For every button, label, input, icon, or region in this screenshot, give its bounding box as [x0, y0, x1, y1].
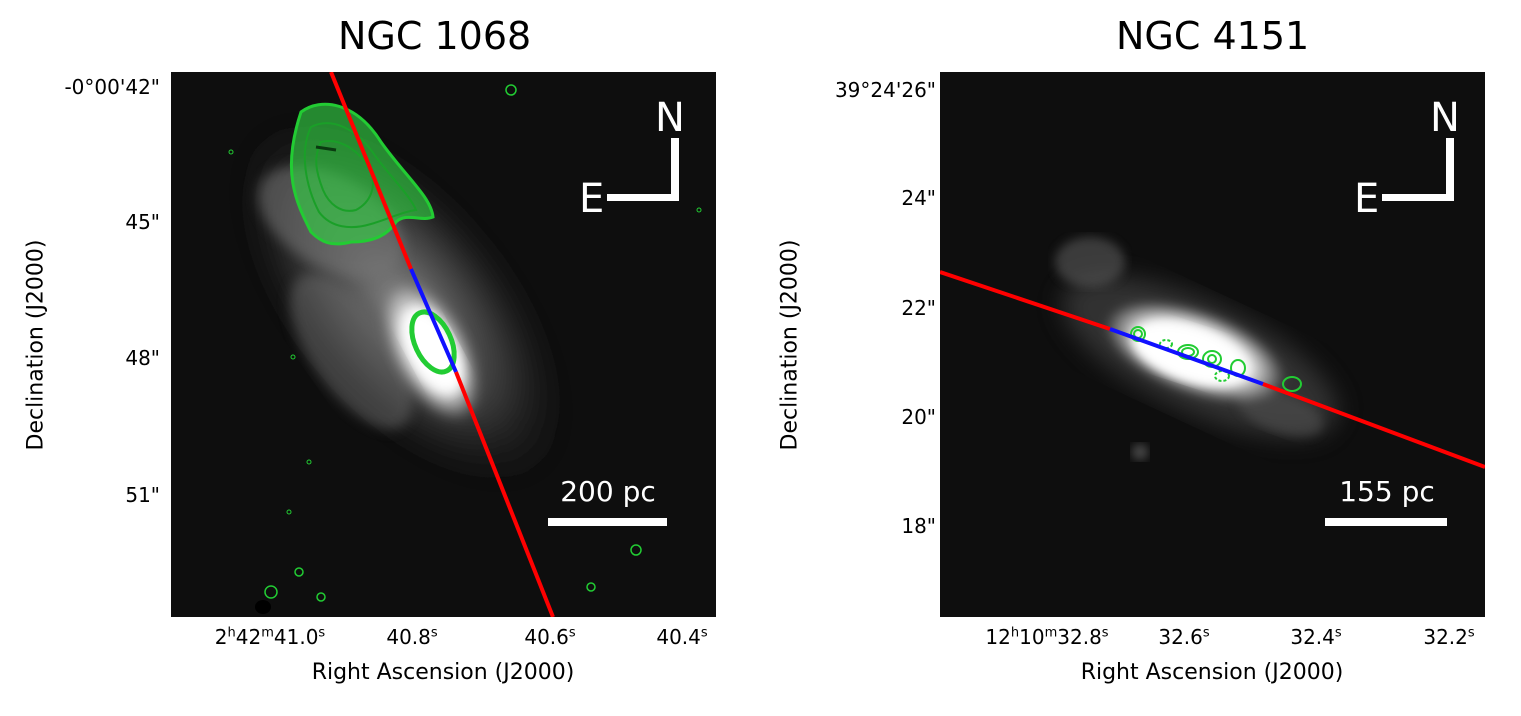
compass-east-arm [1382, 194, 1454, 201]
slit-line-red-east [1262, 382, 1485, 469]
y-tick-label: 51" [125, 483, 160, 507]
scale-bar [548, 518, 667, 526]
panel-title: NGC 4151 [1116, 14, 1310, 58]
slit-line-blue [409, 268, 458, 373]
y-tick-label: 22" [901, 296, 936, 320]
dark-blob [255, 600, 271, 614]
galaxy-image [228, 72, 702, 617]
x-tick-label: 32.2s [1423, 625, 1475, 649]
x-tick-label: 40.8s [386, 625, 438, 649]
y-tick-label: 39°24'26" [834, 78, 936, 102]
x-tick-label: 32.4s [1290, 625, 1342, 649]
scale-bar-label: 155 pc [1339, 475, 1435, 508]
x-tick-label: 12h10m32.8s [985, 625, 1109, 649]
compass-east-label: E [579, 176, 605, 222]
image-frame: N E 200 pc [171, 72, 716, 617]
x-tick-label: 40.4s [656, 625, 708, 649]
compass-north-arm [1446, 138, 1454, 200]
panel-ngc1068: NGC 1068 [0, 0, 760, 716]
slit-line-red-south [454, 371, 555, 617]
y-tick-label: 45" [125, 210, 160, 234]
image-frame: N E 155 pc [940, 72, 1485, 617]
x-tick-label: 40.6s [524, 625, 576, 649]
y-axis-label: Declination (J2000) [777, 239, 803, 451]
scale-bar [1325, 518, 1447, 526]
y-tick-label: -0°00'42" [64, 75, 160, 99]
compass-east-arm [607, 194, 679, 201]
galaxy-image [940, 237, 1485, 469]
y-tick-label: 20" [901, 405, 936, 429]
scale-bar-label: 200 pc [560, 475, 656, 508]
y-axis-label: Declination (J2000) [23, 239, 49, 451]
x-tick-label: 2h42m41.0s [214, 625, 326, 649]
panel-title: NGC 1068 [338, 14, 532, 58]
x-tick-label: 32.6s [1158, 625, 1210, 649]
radio-contours [228, 84, 702, 602]
compass-north-label: N [655, 95, 685, 141]
panel-ngc4151: NGC 4151 [760, 0, 1521, 716]
compass-east-label: E [1354, 176, 1380, 222]
y-tick-label: 48" [125, 346, 160, 370]
y-tick-label: 24" [901, 186, 936, 210]
x-axis-label: Right Ascension (J2000) [311, 660, 575, 685]
y-tick-label: 18" [901, 514, 936, 538]
slit-line-red-north [329, 72, 413, 270]
slit-line-blue [1109, 327, 1264, 386]
slit-line-red-west [940, 270, 1111, 331]
compass-north-arm [671, 138, 679, 200]
x-axis-label: Right Ascension (J2000) [1080, 660, 1344, 685]
compass-north-label: N [1430, 95, 1460, 141]
